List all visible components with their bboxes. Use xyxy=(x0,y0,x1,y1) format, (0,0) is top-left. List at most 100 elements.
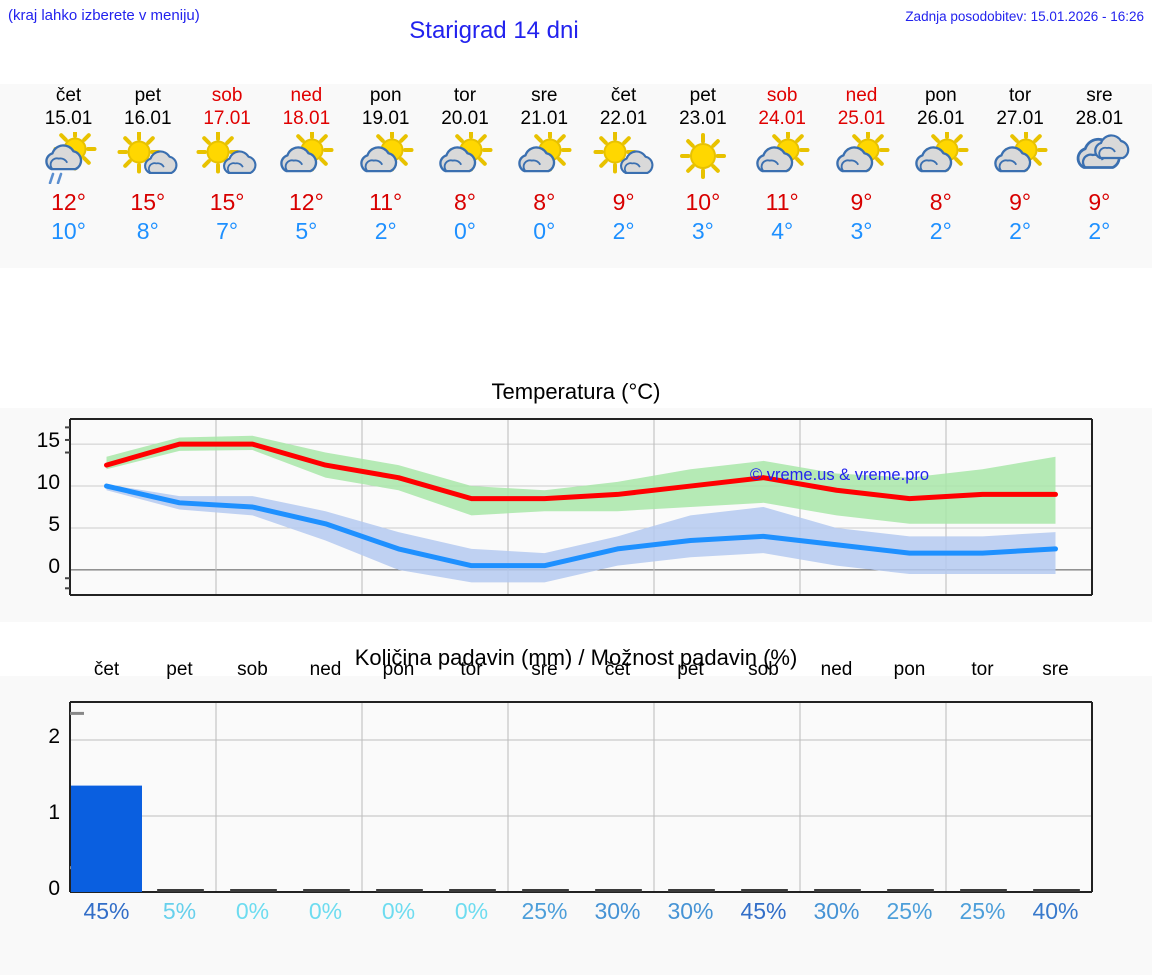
precipitation-bar xyxy=(1033,889,1080,892)
day-date: 16.01 xyxy=(124,108,172,129)
low-temperature: 2° xyxy=(1088,218,1111,244)
temperature-y-tick-label: 10 xyxy=(36,471,60,495)
high-temperature: 15° xyxy=(209,189,245,215)
cloud-sun-icon xyxy=(901,132,980,188)
cloud-sun-icon xyxy=(346,132,425,188)
cloud-sun-icon xyxy=(505,132,584,188)
precipitation-chart-title: Količina padavin (mm) / Možnost padavin … xyxy=(354,645,798,670)
precipitation-probability-label: 30% xyxy=(594,898,641,924)
precipitation-day-label: pon xyxy=(893,659,926,680)
cloud-sun-icon xyxy=(981,132,1060,188)
precipitation-probability-label: 30% xyxy=(813,898,860,924)
forecast-day-column[interactable]: sob 24.01 11° 4° xyxy=(743,84,822,246)
high-temperature: 8° xyxy=(454,189,476,215)
temperature-y-tick-label: 0 xyxy=(48,554,60,578)
forecast-day-column[interactable]: pon 26.01 8° 2° xyxy=(901,84,980,246)
forecast-day-column[interactable]: pet 16.01 15° 8° xyxy=(108,84,187,246)
precipitation-day-label: tor xyxy=(460,659,483,680)
precipitation-bar xyxy=(741,889,788,892)
temperature-line xyxy=(104,483,1058,569)
sun-cloud-icon xyxy=(584,132,663,188)
precipitation-day-label: pet xyxy=(166,659,193,680)
high-temperature: 12° xyxy=(51,189,86,215)
temperature-chart-title: Temperatura (°C) xyxy=(0,378,1152,408)
forecast-day-column[interactable]: ned 25.01 9° 3° xyxy=(822,84,901,246)
precipitation-chart: 0 1 2 čet pet sob ned pon tor sre čet pet sob ned pon t… xyxy=(0,659,1152,975)
precipitation-day-label: tor xyxy=(971,659,994,680)
forecast-day-column[interactable]: tor 27.01 9° 2° xyxy=(981,84,1060,246)
precipitation-day-label: čet xyxy=(604,659,631,680)
day-name: tor xyxy=(453,85,477,106)
precipitation-day-label: pet xyxy=(677,659,704,680)
high-temperature: 11° xyxy=(765,189,799,215)
page-header: (kraj lahko izberete v meniju) Starigrad… xyxy=(0,0,1152,60)
high-temperature: 9° xyxy=(612,189,635,215)
menu-hint-text: (kraj lahko izberete v meniju) xyxy=(8,7,200,24)
forecast-day-column[interactable]: sre 28.01 9° 2° xyxy=(1060,84,1139,246)
high-temperature: 12° xyxy=(289,189,324,215)
sun-icon xyxy=(663,132,742,188)
day-name: ned xyxy=(845,85,878,106)
precipitation-probability-label: 25% xyxy=(521,898,568,924)
precipitation-probability-label: 45% xyxy=(83,898,130,924)
cloud-sun-icon xyxy=(822,132,901,188)
forecast-day-column[interactable]: tor 20.01 8° 0° xyxy=(426,84,505,246)
precipitation-y-tick-label: 0 xyxy=(48,877,60,900)
precipitation-bar xyxy=(71,785,142,892)
low-temperature: 2° xyxy=(1009,218,1032,244)
forecast-day-column[interactable]: sre 21.01 8° 0° xyxy=(505,84,584,246)
high-temperature: 8° xyxy=(929,189,952,215)
precipitation-bar xyxy=(887,889,934,892)
low-temperature: 0° xyxy=(454,218,476,244)
day-date: 18.01 xyxy=(282,108,331,129)
day-date: 20.01 xyxy=(441,108,489,129)
precipitation-day-label: sob xyxy=(748,659,779,680)
precipitation-probability-label: 25% xyxy=(886,898,933,924)
day-date: 22.01 xyxy=(599,108,648,129)
precipitation-probability-label: 0% xyxy=(381,898,416,924)
forecast-day-column[interactable]: pon 19.01 11° 2° xyxy=(346,84,425,246)
day-name: pon xyxy=(924,85,957,106)
forecast-day-column[interactable]: ned 18.01 12° 5° xyxy=(267,84,346,246)
day-date: 28.01 xyxy=(1075,108,1124,129)
sun-cloud-rain-icon xyxy=(29,132,108,188)
low-temperature: 2° xyxy=(612,218,635,244)
day-name: pet xyxy=(134,85,161,106)
watermark-text: © vreme.us & vreme.pro xyxy=(750,466,930,484)
precipitation-day-label: sre xyxy=(1042,659,1069,680)
low-temperature: 3° xyxy=(691,218,714,244)
precipitation-plot-svg xyxy=(69,701,1093,893)
precipitation-probability-label: 30% xyxy=(667,898,714,924)
forecast-day-column[interactable]: sob 17.01 15° 7° xyxy=(188,84,267,246)
precipitation-bar xyxy=(303,889,350,892)
day-date: 23.01 xyxy=(679,108,727,129)
forecast-day-column[interactable]: čet 15.01 12° 10° xyxy=(29,84,108,246)
low-temperature: 5° xyxy=(295,218,318,244)
day-name: ned xyxy=(290,85,323,106)
precipitation-y-tick-label: 2 xyxy=(48,725,60,748)
low-temperature: 4° xyxy=(771,218,794,244)
cloud-icon xyxy=(1060,132,1139,188)
low-temperature: 2° xyxy=(374,218,397,244)
high-temperature: 9° xyxy=(850,189,873,215)
page-title: Starigrad 14 dni xyxy=(409,17,579,44)
low-temperature: 10° xyxy=(51,218,86,244)
precipitation-probability-label: 5% xyxy=(162,898,197,924)
precipitation-bar xyxy=(668,889,715,892)
forecast-day-column[interactable]: čet 22.01 9° 2° xyxy=(584,84,663,246)
day-name: tor xyxy=(1009,85,1032,106)
forecast-day-column[interactable]: pet 23.01 10° 3° xyxy=(663,84,742,246)
precipitation-day-label: sob xyxy=(237,659,268,680)
day-name: čet xyxy=(55,85,82,106)
cloud-sun-icon xyxy=(426,132,505,188)
temperature-line xyxy=(104,441,1058,502)
high-temperature: 10° xyxy=(685,189,721,215)
temperature-uncertainty-band xyxy=(106,484,1056,583)
day-name: pet xyxy=(689,85,717,106)
low-temperature: 0° xyxy=(533,218,556,244)
temperature-uncertainty-band xyxy=(106,435,1056,524)
precipitation-bar xyxy=(595,889,642,892)
precipitation-probability-label: 0% xyxy=(308,898,343,924)
precipitation-probability-label: 40% xyxy=(1032,898,1079,924)
precipitation-day-label: sre xyxy=(531,659,558,680)
